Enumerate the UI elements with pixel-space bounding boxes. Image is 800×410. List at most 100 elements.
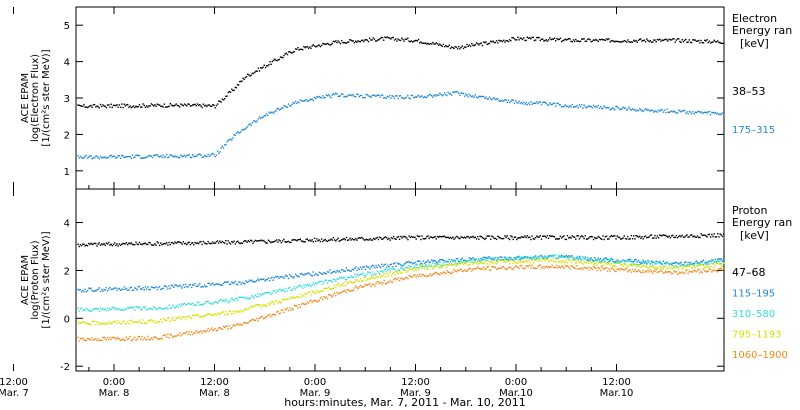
data-point bbox=[681, 268, 683, 270]
data-point bbox=[215, 330, 218, 332]
data-point bbox=[99, 307, 102, 309]
data-point bbox=[115, 320, 117, 323]
data-point bbox=[503, 259, 505, 261]
data-point bbox=[346, 95, 349, 97]
data-point bbox=[398, 263, 401, 265]
data-point bbox=[121, 288, 123, 291]
data-point bbox=[452, 260, 454, 262]
data-point bbox=[669, 111, 672, 113]
data-point bbox=[596, 259, 598, 261]
data-point bbox=[708, 233, 711, 235]
data-point bbox=[642, 238, 644, 240]
data-point bbox=[304, 303, 306, 306]
data-point bbox=[692, 271, 694, 273]
data-point bbox=[253, 305, 255, 308]
data-point bbox=[77, 336, 79, 339]
data-point bbox=[652, 264, 654, 266]
data-point bbox=[610, 259, 612, 261]
data-point bbox=[325, 43, 327, 45]
data-point bbox=[88, 106, 90, 108]
data-point bbox=[240, 131, 242, 133]
data-point bbox=[238, 296, 240, 299]
data-point bbox=[661, 262, 663, 265]
data-point bbox=[559, 267, 562, 269]
data-point bbox=[98, 339, 100, 342]
data-point bbox=[342, 283, 344, 285]
data-point bbox=[207, 312, 209, 315]
data-point bbox=[259, 316, 261, 319]
data-point bbox=[82, 289, 84, 291]
data-point bbox=[122, 288, 124, 291]
data-point bbox=[80, 156, 83, 159]
data-point bbox=[173, 105, 175, 107]
data-point bbox=[105, 157, 108, 159]
data-point bbox=[267, 239, 270, 241]
data-point bbox=[117, 245, 119, 247]
data-point bbox=[293, 304, 296, 307]
data-point bbox=[96, 339, 98, 342]
data-point bbox=[85, 291, 87, 293]
data-point bbox=[596, 264, 598, 266]
data-point bbox=[550, 266, 552, 268]
data-point bbox=[557, 257, 559, 259]
data-point bbox=[148, 319, 150, 321]
data-point bbox=[428, 94, 430, 96]
data-point bbox=[202, 286, 205, 288]
data-point bbox=[110, 154, 112, 157]
data-point bbox=[260, 117, 262, 120]
data-point bbox=[460, 268, 462, 271]
data-point bbox=[282, 57, 284, 59]
data-point bbox=[660, 263, 662, 265]
data-point bbox=[114, 242, 116, 244]
data-point bbox=[397, 272, 400, 275]
data-point bbox=[707, 41, 709, 44]
data-point bbox=[272, 290, 274, 292]
data-point bbox=[484, 256, 486, 259]
data-point bbox=[681, 110, 683, 112]
data-point bbox=[506, 258, 508, 260]
data-point bbox=[190, 317, 193, 320]
data-point bbox=[564, 238, 566, 241]
data-point bbox=[322, 240, 324, 243]
data-point bbox=[568, 266, 570, 268]
data-point bbox=[477, 43, 479, 45]
data-point bbox=[85, 106, 87, 108]
data-point bbox=[269, 61, 271, 63]
data-point bbox=[83, 291, 85, 293]
data-point bbox=[440, 258, 442, 261]
data-point bbox=[608, 107, 610, 109]
data-point bbox=[375, 282, 377, 285]
data-point bbox=[675, 265, 677, 268]
data-point bbox=[696, 235, 699, 237]
data-point bbox=[398, 39, 400, 41]
data-point bbox=[517, 102, 519, 104]
data-point bbox=[589, 236, 591, 238]
data-point bbox=[158, 104, 161, 106]
data-point bbox=[101, 288, 103, 291]
data-point bbox=[394, 262, 396, 264]
data-point bbox=[603, 261, 605, 264]
data-point bbox=[540, 38, 543, 40]
data-point bbox=[122, 242, 124, 245]
data-point bbox=[577, 268, 579, 270]
data-point bbox=[320, 273, 323, 275]
data-point bbox=[503, 237, 505, 240]
data-point bbox=[274, 300, 277, 303]
data-point bbox=[584, 261, 586, 263]
data-point bbox=[328, 286, 330, 288]
data-point bbox=[688, 110, 690, 113]
data-point bbox=[579, 105, 582, 108]
data-point bbox=[529, 257, 531, 259]
data-point bbox=[498, 258, 500, 260]
data-point bbox=[439, 235, 441, 238]
data-point bbox=[248, 297, 251, 300]
data-point bbox=[332, 294, 335, 296]
data-point bbox=[622, 40, 624, 43]
data-point bbox=[137, 285, 139, 288]
data-point bbox=[695, 271, 698, 273]
data-point bbox=[218, 100, 220, 102]
data-point bbox=[519, 37, 521, 39]
data-point bbox=[590, 257, 592, 259]
data-point bbox=[115, 157, 117, 159]
data-point bbox=[316, 274, 318, 276]
